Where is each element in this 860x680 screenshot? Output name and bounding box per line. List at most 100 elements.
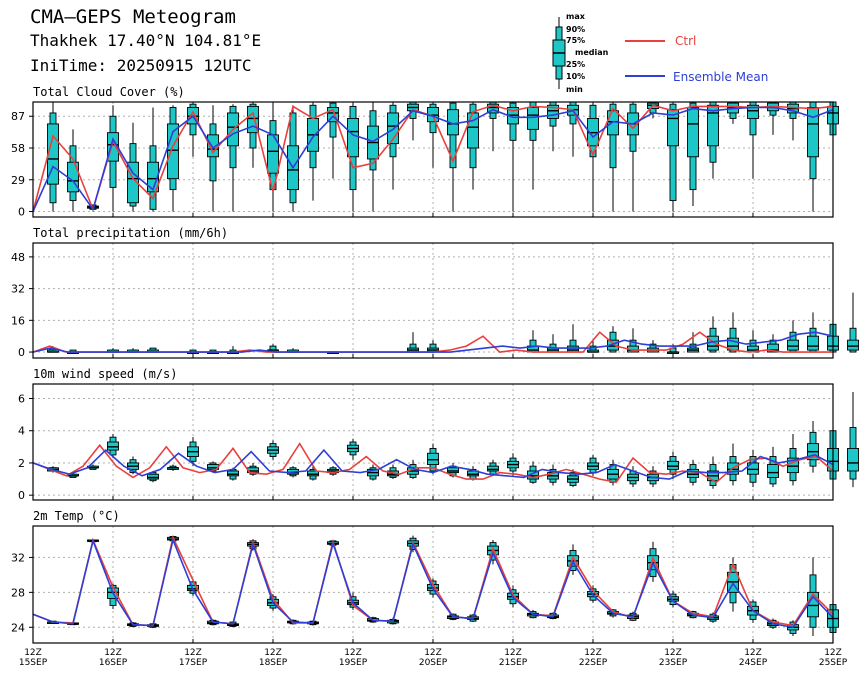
box-plot [307,466,319,481]
box-plot [327,466,339,476]
box-plot [527,330,539,353]
panel-1: Total Cloud Cover (%) 0 29 58 87 [11,85,839,219]
box-inner [547,104,559,119]
box-plot [767,334,779,353]
box-plot [547,101,559,152]
panel-title: Total Cloud Cover (%) [33,85,185,99]
x-tick-date-label: 16SEP [99,658,128,668]
box-inner [787,339,799,351]
box-outer [669,103,677,202]
x-tick-date-label: 21SEP [499,658,528,668]
box-plot [687,332,699,353]
box-inner [687,107,699,158]
box-plot [747,101,759,179]
legend-median-label: median [575,48,609,57]
box-plot [727,443,739,486]
box-plot [507,102,519,212]
y-tick-label: 32 [11,551,25,564]
box-plot [807,421,819,473]
x-tick-date-label: 18SEP [259,658,288,668]
box-plot [687,102,699,207]
box-inner [347,117,359,158]
legend-p10-label: 10% [566,72,586,81]
x-tick-date-label: 15SEP [19,658,48,668]
box-outer [449,102,457,169]
box-inner [107,132,119,162]
box-plot [187,437,199,467]
panel-title: 10m wind speed (m/s) [33,367,178,381]
y-tick-label: 6 [18,393,25,406]
box-inner [807,107,819,158]
legend-min-label: min [566,85,583,94]
box-plot [207,105,219,212]
x-tick-date-label: 23SEP [659,658,688,668]
box-inner [487,103,499,114]
legend-mean-label: Ensemble Mean [673,70,769,84]
box-inner [667,109,679,147]
x-tick-hour-label: 12Z [24,648,42,658]
box-plot [727,312,739,353]
y-tick-label: 32 [11,283,25,296]
x-tick-date-label: 20SEP [419,658,448,668]
box-plot [147,107,159,212]
box-inner [247,105,259,134]
box-plot [747,450,759,488]
box-inner [567,345,579,353]
x-tick-date-label: 19SEP [339,658,368,668]
legend-p25-label: 25% [566,60,586,69]
box-plot [347,102,359,212]
box-plot [87,464,99,470]
box-inner [387,112,399,145]
box-inner [227,470,239,477]
box-plot [707,316,719,353]
box-plot [487,459,499,476]
y-tick-label: 4 [18,425,25,438]
box-plot [167,464,179,471]
y-tick-label: 48 [11,251,25,264]
box-plot [667,102,679,212]
y-tick-label: 58 [11,142,25,155]
mean-line [32,331,834,353]
box-inner [427,452,439,466]
box-inner [147,473,159,480]
box-inner [327,107,339,123]
box-plot [747,330,759,353]
y-tick-label: 29 [11,174,25,187]
panel-3: 10m wind speed (m/s) 0 2 4 6 [18,367,859,502]
box-plot [427,443,439,475]
y-tick-label: 0 [18,346,25,359]
box-inner [527,107,539,130]
x-tick-date-label: 24SEP [739,658,768,668]
box-plot [427,340,439,353]
box-plot [567,469,579,488]
box-plot [407,332,419,353]
box-inner [487,465,499,472]
box-plot [807,101,819,212]
box-inner [807,335,819,351]
box-inner [447,467,459,474]
box-plot [787,433,799,486]
box-plot [67,472,79,478]
box-inner [687,468,699,478]
x-tick-hour-label: 12Z [584,648,602,658]
box-inner [747,104,759,119]
box-plot [367,102,379,212]
y-tick-label: 0 [18,206,25,219]
box-plot [547,334,559,353]
legend-p75-label: 75% [566,36,586,45]
box-plot [627,102,639,212]
box-plot [107,105,119,212]
box-plot [727,101,739,124]
box-plot [507,453,519,476]
box-plot [327,102,339,179]
box-plot [767,446,779,488]
x-tick-hour-label: 12Z [504,648,522,658]
box-plot [347,438,359,460]
init-time-label: IniTime: 20250915 12UTC [30,56,252,75]
box-plot [227,104,239,212]
x-tick-hour-label: 12Z [264,648,282,658]
mean-line [32,537,834,629]
location-label: Thakhek 17.40°N 104.81°E [30,31,262,50]
box-plot [707,101,719,179]
x-tick-hour-label: 12Z [664,648,682,658]
